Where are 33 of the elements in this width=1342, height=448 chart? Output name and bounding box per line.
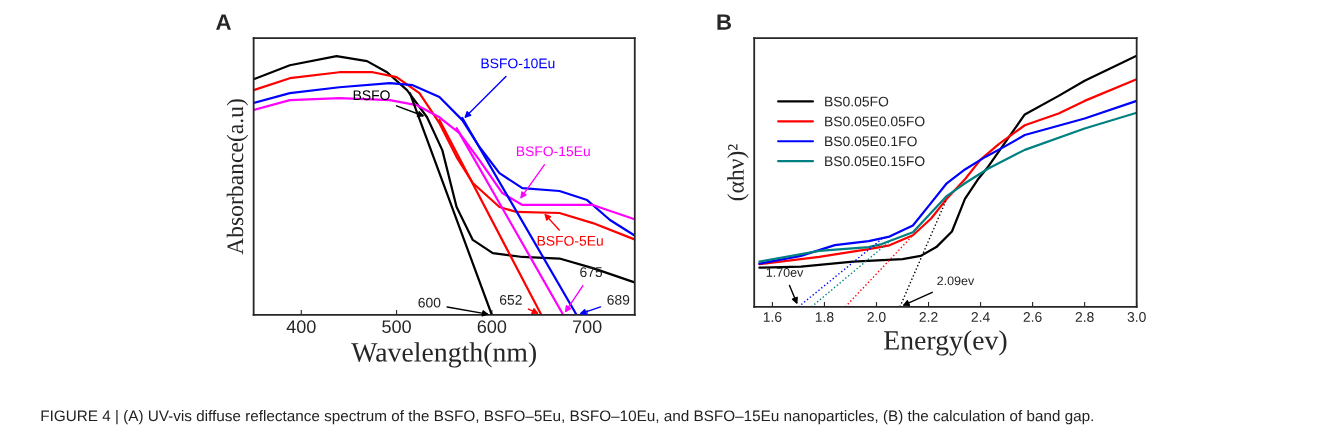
annotation: BSFO-15Eu: [516, 146, 590, 157]
chart-title: B: [717, 14, 731, 30]
legend-label: BS0.05E0.05FO: [825, 116, 925, 127]
annotation: 2.09ev: [937, 276, 975, 286]
annotation: 652: [499, 294, 522, 305]
x-tick-label: 400: [286, 320, 316, 334]
x-tick-label: 1.8: [815, 312, 834, 322]
annotation: 600: [418, 297, 441, 308]
annotation: BSFO-5Eu: [537, 235, 603, 246]
annotation: 1.70ev: [766, 268, 804, 277]
x-tick-label: 500: [382, 320, 411, 334]
x-tick-label: 2.8: [1075, 312, 1094, 322]
annotation: BSFO-10Eu: [481, 58, 555, 69]
x-tick-label: 700: [572, 320, 602, 334]
x-tick-label: 2.4: [971, 312, 990, 322]
y-axis-title: Absorbance(a.u): [226, 99, 249, 255]
caption: FIGURE 4 | (A) UV-vis diffuse reflectance spectrum of the BSFO, BSFO–5Eu, BSFO–10Eu, and BSFO–15Eu nanoparticles, (B) the calculation of band gap.: [41, 410, 1093, 425]
x-tick-label: 1.6: [763, 312, 782, 322]
x-tick-label: 2.6: [1023, 312, 1042, 322]
chart-title: A: [216, 14, 231, 30]
legend-label: BS0.05FO: [825, 96, 889, 107]
x-tick-label: 600: [477, 320, 507, 334]
y-axis-title: (αhν)²: [727, 144, 749, 201]
x-axis-title: Wavelength(nm): [351, 342, 536, 368]
annotation: BSFO: [353, 90, 390, 101]
x-tick-label: 2.0: [867, 312, 886, 322]
legend-label: BS0.05E0.15FO: [825, 156, 925, 167]
x-tick-label: 2.2: [919, 312, 938, 322]
x-axis-title: Energy(ev): [884, 330, 1007, 356]
annotation: 689: [607, 294, 630, 305]
annotation: 675: [580, 267, 603, 278]
legend-label: BS0.05E0.1FO: [825, 136, 917, 147]
x-tick-label: 3.0: [1127, 312, 1146, 322]
